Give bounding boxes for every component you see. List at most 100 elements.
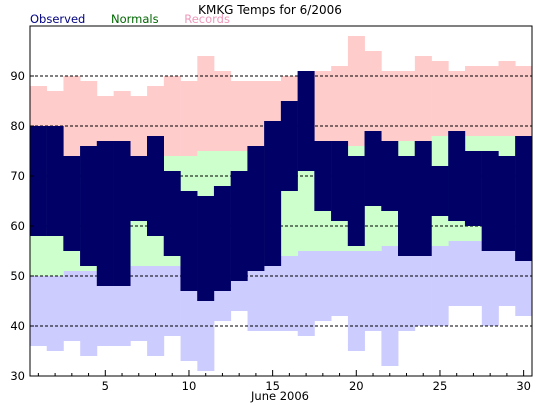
record-low-band: [364, 251, 382, 331]
y-tick-label: 70: [10, 169, 25, 183]
record-low-band: [498, 241, 516, 306]
record-high-band: [63, 76, 81, 161]
x-tick-label: 20: [349, 379, 364, 393]
record-low-band: [113, 271, 131, 346]
x-axis-label: June 2006: [251, 389, 309, 403]
record-low-band: [96, 271, 114, 346]
record-high-band: [414, 56, 432, 141]
y-tick-label: 60: [10, 219, 25, 233]
observed-bar: [431, 166, 449, 216]
record-high-band: [481, 66, 499, 136]
observed-bar: [414, 141, 432, 256]
record-high-band: [465, 66, 483, 136]
observed-bar: [280, 101, 298, 191]
record-high-band: [180, 81, 198, 156]
observed-bar: [230, 171, 248, 281]
observed-bar: [498, 156, 516, 251]
x-tick-label: 15: [265, 379, 280, 393]
record-low-band: [46, 276, 64, 351]
observed-bar: [331, 141, 349, 221]
record-low-band: [80, 271, 98, 356]
y-tick-label: 30: [10, 369, 25, 383]
observed-bar: [213, 186, 231, 291]
record-low-band: [398, 246, 416, 331]
record-low-band: [264, 256, 282, 331]
observed-bar: [63, 156, 81, 251]
record-low-band: [130, 266, 148, 341]
record-low-band: [431, 246, 449, 326]
x-tick-label: 25: [433, 379, 448, 393]
observed-bar: [96, 141, 114, 286]
chart-title: KMKG Temps for 6/2006: [198, 3, 342, 17]
observed-bar: [197, 196, 215, 301]
plot-frame: [29, 25, 533, 377]
observed-bar: [29, 126, 47, 236]
record-high-band: [214, 71, 232, 151]
observed-bar: [314, 141, 332, 211]
record-high-band: [113, 91, 131, 156]
observed-bar: [113, 141, 131, 286]
x-tick-label: 30: [516, 379, 531, 393]
observed-bar: [247, 146, 265, 271]
observed-bar: [464, 151, 482, 226]
observed-bar: [398, 156, 415, 256]
record-low-band: [414, 246, 432, 326]
record-low-band: [297, 251, 315, 336]
record-high-band: [130, 96, 148, 156]
y-tick-label: 80: [10, 119, 25, 133]
observed-layer: [29, 71, 533, 301]
legend-observed: Observed: [30, 12, 86, 26]
record-high-band: [398, 71, 416, 141]
record-low-band: [381, 246, 399, 366]
record-low-band: [448, 241, 466, 306]
record-high-band: [515, 66, 533, 136]
record-high-band: [431, 61, 449, 136]
normal-band: [297, 146, 315, 251]
legend-records: Records: [184, 12, 230, 26]
record-low-band: [247, 261, 265, 331]
observed-bar: [264, 121, 282, 266]
record-high-band: [381, 71, 399, 141]
observed-bar: [80, 146, 98, 266]
record-high-band: [498, 61, 516, 136]
y-tick-label: 90: [10, 69, 25, 83]
legend: Observed Normals Records: [30, 12, 252, 26]
y-tick-label: 50: [10, 269, 25, 283]
record-low-band: [314, 251, 332, 321]
observed-bar: [163, 171, 181, 256]
record-low-band: [331, 251, 349, 316]
observed-bar: [481, 151, 499, 251]
record-high-band: [364, 51, 382, 146]
observed-bar: [180, 191, 198, 291]
record-high-band: [247, 81, 265, 151]
x-tick-label: 5: [102, 379, 109, 393]
observed-bar: [130, 156, 148, 221]
record-high-band: [448, 71, 466, 136]
observed-bar: [515, 136, 533, 261]
observed-bar: [364, 131, 382, 206]
observed-bar: [448, 131, 466, 221]
legend-normals: Normals: [110, 12, 159, 26]
record-high-band: [163, 76, 181, 156]
record-low-band: [30, 276, 48, 346]
record-high-band: [347, 36, 365, 146]
observed-bar: [147, 136, 164, 236]
record-high-band: [197, 56, 215, 151]
record-low-band: [163, 266, 181, 336]
record-low-band: [481, 241, 499, 326]
observed-bar: [381, 141, 399, 211]
record-high-band: [80, 81, 98, 161]
y-tick-label: 40: [10, 319, 25, 333]
record-low-band: [281, 256, 299, 331]
axes-layer: 30 40 50 60 70 80 90 5 10 15 20 25 30: [10, 25, 533, 393]
record-low-band: [63, 271, 81, 341]
record-high-band: [230, 81, 248, 151]
x-tick-label: 10: [182, 379, 197, 393]
record-low-band: [147, 266, 165, 356]
observed-bar: [46, 126, 64, 236]
record-high-band: [331, 66, 349, 146]
record-low-band: [465, 241, 483, 306]
observed-bar: [347, 156, 365, 246]
record-high-band: [314, 71, 332, 146]
